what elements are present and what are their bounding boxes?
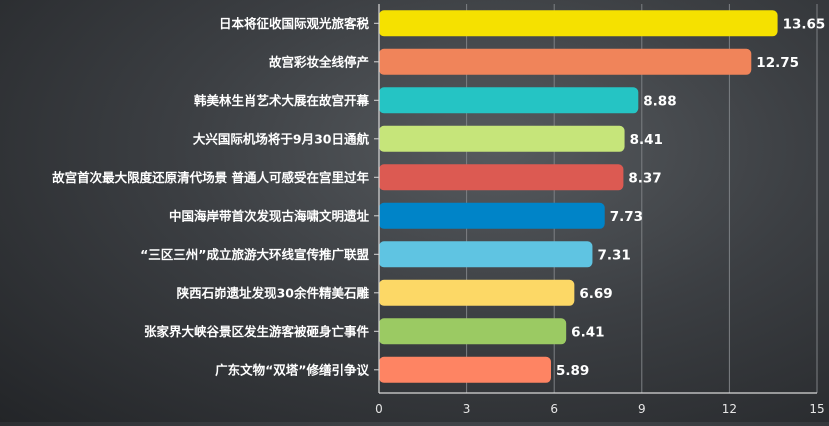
bar: [379, 125, 625, 152]
category-label: 张家界大峡谷景区发生游客被砸身亡事件: [144, 324, 370, 339]
x-tick-label: 6: [550, 402, 558, 416]
category-label: 广东文物“双塔”修缮引争议: [215, 362, 369, 377]
value-label: 7.73: [610, 209, 643, 225]
bar: [379, 48, 752, 75]
bar: [379, 279, 575, 306]
x-tick-label: 12: [722, 402, 737, 416]
value-label: 12.75: [756, 55, 799, 71]
bar: [379, 10, 778, 37]
category-label: 故宫彩妆全线停产: [269, 54, 369, 69]
bar: [379, 202, 605, 229]
x-tick-label: 3: [463, 402, 471, 416]
bar: [379, 356, 551, 383]
x-tick-label: 15: [809, 402, 824, 416]
value-label: 8.88: [643, 93, 676, 109]
value-label: 5.89: [556, 363, 589, 379]
axes: 0 3 6 9 12 15 日本将征收国际观光旅客税 13.65 故宫彩妆全线停产 12.75 韩美…: [52, 4, 825, 416]
bar: [379, 318, 567, 345]
bar: [379, 164, 624, 191]
bars: [379, 10, 778, 383]
category-label: 韩美林生肖艺术大展在故宫开幕: [194, 93, 370, 108]
bar: [379, 241, 593, 268]
x-tick-label: 0: [375, 402, 383, 416]
value-label: 8.41: [630, 132, 663, 148]
category-label: “三区三州”成立旅游大环线宣传推广联盟: [140, 247, 369, 262]
x-tick-label: 9: [638, 402, 646, 416]
value-label: 8.37: [628, 170, 661, 186]
category-label: 中国海岸带首次发现古海啸文明遗址: [169, 208, 370, 223]
value-label: 7.31: [597, 247, 630, 263]
value-label: 6.41: [571, 324, 604, 340]
category-label: 大兴国际机场将于9月30日通航: [193, 131, 370, 146]
value-label: 13.65: [783, 16, 826, 32]
category-label: 陕西石峁遗址发现30余件精美石雕: [177, 285, 370, 300]
bar: [379, 87, 639, 114]
value-label: 6.69: [579, 286, 612, 302]
category-label: 故宫首次最大限度还原清代场景 普通人可感受在宫里过年: [52, 170, 369, 185]
category-label: 日本将征收国际观光旅客税: [219, 16, 370, 31]
